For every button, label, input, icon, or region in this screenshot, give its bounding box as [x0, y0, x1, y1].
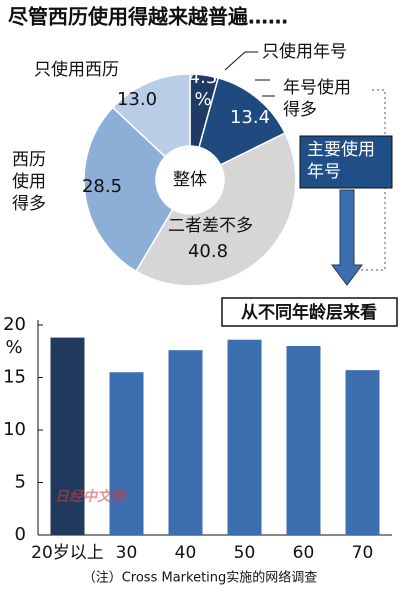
x-tick-label: 50: [234, 543, 256, 563]
category-label: 年号使用得多: [283, 77, 351, 120]
bar: [168, 350, 203, 535]
value-label: 40.8: [188, 241, 228, 262]
y-axis-unit: %: [5, 337, 22, 358]
y-tick-label: 15: [3, 367, 26, 388]
annotation: 主要使用年号: [307, 139, 375, 182]
value-label: 13.0: [117, 89, 157, 110]
bar: [286, 346, 321, 535]
y-tick-label: 10: [3, 419, 26, 440]
center-label: 整体: [173, 170, 207, 190]
annotation-box: [299, 135, 393, 189]
subtitle-box: [221, 297, 398, 327]
category-label: 西历使用得多: [12, 150, 46, 214]
bar: [109, 372, 144, 535]
y-tick-label: 20: [3, 314, 26, 335]
value-label: 28.5: [82, 176, 122, 197]
footnote: （注）Cross Marketing实施的网络调查: [83, 570, 318, 586]
y-tick-label: 0: [15, 524, 26, 545]
chart-title: 尽管西历使用得越来越普遍……: [8, 5, 288, 29]
value-label: 4.3%: [189, 67, 218, 110]
x-tick-label: 60: [293, 543, 315, 563]
x-tick-label: 30: [116, 543, 138, 563]
watermark: 日经中文网: [55, 488, 127, 505]
bar-subtitle: 从不同年龄层来看: [241, 302, 377, 323]
category-label: 只使用年号: [262, 41, 347, 62]
x-tick-label: 40: [175, 543, 197, 563]
dotted-guide: [360, 89, 386, 271]
y-tick-label: 5: [15, 472, 26, 493]
x-tick-label: 70: [352, 543, 374, 563]
x-tick-label: 20岁以上: [31, 543, 104, 563]
bar: [227, 339, 262, 535]
pie-slice: [135, 132, 297, 287]
pie-slice: [111, 73, 191, 158]
leader: [224, 51, 246, 71]
pie-slice: [83, 106, 174, 273]
bar: [50, 337, 85, 535]
category-label: 只使用西历: [34, 59, 119, 80]
arrow: [331, 189, 363, 286]
value-label: 13.4: [230, 107, 270, 128]
bar: [345, 370, 380, 535]
category-label: 二者差不多: [168, 216, 253, 236]
